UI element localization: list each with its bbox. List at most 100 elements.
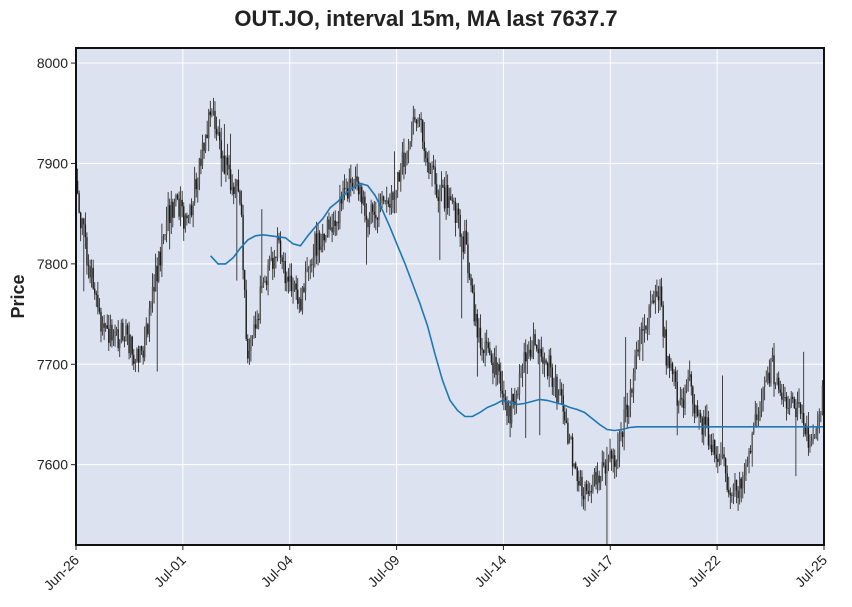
candle-body	[568, 439, 571, 444]
candle-body	[506, 402, 508, 417]
candle-body	[703, 416, 705, 435]
candle-body	[298, 298, 301, 304]
candle-body	[478, 327, 480, 338]
candle-body	[415, 119, 418, 124]
candle-body	[734, 480, 736, 485]
candle-body	[140, 346, 143, 351]
candle-body	[554, 376, 557, 387]
candle-body	[790, 396, 792, 406]
candle-body	[690, 374, 692, 387]
candle-body	[403, 152, 405, 167]
candle-body	[184, 215, 187, 229]
candle-body	[293, 283, 296, 291]
candle-body	[144, 334, 146, 358]
candle-body	[297, 289, 299, 304]
candle-body	[564, 411, 566, 421]
x-tick-label: Jul-09	[364, 552, 402, 590]
candle-body	[187, 215, 190, 219]
candle-body	[646, 324, 649, 330]
candle-body	[145, 324, 147, 335]
candle-body	[528, 349, 530, 354]
candle-body	[100, 311, 102, 332]
candle-body	[153, 287, 155, 292]
candle-body	[203, 142, 205, 151]
candle-body	[671, 363, 674, 375]
candle-body	[248, 350, 251, 359]
candle-body	[243, 270, 246, 291]
candle-body	[590, 491, 593, 492]
candle-body	[735, 480, 738, 491]
candle-body	[328, 219, 330, 230]
candle-body	[289, 275, 291, 282]
candle-body	[317, 232, 319, 256]
plot-frame	[75, 47, 825, 546]
candle-body	[760, 402, 763, 412]
candle-body	[670, 363, 672, 368]
candle-body	[578, 481, 580, 486]
candle-body	[103, 323, 105, 328]
candle-body	[208, 111, 210, 139]
candle-body	[693, 403, 696, 414]
candle-body	[183, 206, 185, 229]
candle-body	[520, 373, 522, 375]
candle-body	[264, 280, 266, 282]
candle-body	[459, 214, 461, 237]
ma-line	[210, 182, 824, 432]
candle-body	[448, 196, 450, 208]
y-tick-label: 8000	[37, 55, 68, 71]
candle-body	[550, 355, 552, 368]
candle-body	[493, 357, 496, 374]
candle-body	[331, 227, 333, 233]
candle-body	[173, 201, 176, 218]
candle-body	[254, 324, 257, 329]
candle-body	[225, 157, 227, 174]
candle-body	[200, 158, 202, 166]
candle-body	[281, 257, 283, 262]
candle-body	[325, 235, 327, 241]
candle-body	[111, 324, 113, 341]
candle-body	[576, 467, 578, 482]
candle-body	[770, 361, 772, 384]
candle-body	[265, 280, 268, 286]
candle-body	[117, 329, 119, 349]
candle-body	[186, 215, 188, 219]
candle-body	[585, 484, 588, 491]
candle-body	[87, 265, 90, 267]
candle-body	[532, 334, 535, 350]
candle-body	[368, 214, 371, 228]
candle-body	[409, 141, 411, 145]
candlestick-series	[75, 97, 825, 545]
candle-body	[465, 230, 468, 245]
candle-body	[439, 190, 441, 201]
candle-body	[114, 331, 116, 337]
candle-body	[706, 417, 708, 425]
candle-body	[685, 385, 688, 392]
y-tick-label: 7700	[37, 356, 68, 372]
candle-body	[412, 117, 415, 133]
candle-body	[367, 220, 369, 228]
candle-body	[226, 157, 229, 165]
candle-body	[164, 234, 166, 236]
candle-body	[599, 478, 602, 483]
candle-body	[421, 120, 424, 142]
moving-average-series	[210, 182, 824, 432]
candle-body	[193, 179, 196, 204]
candle-body	[492, 362, 494, 374]
candle-body	[659, 286, 661, 301]
candle-body	[534, 334, 536, 346]
candle-body	[660, 286, 663, 306]
candle-body	[810, 440, 813, 445]
candle-body	[473, 292, 475, 322]
candle-body	[756, 414, 758, 421]
candle-body	[303, 287, 305, 292]
candle-body	[710, 444, 713, 453]
candle-body	[462, 236, 464, 253]
candle-body	[793, 398, 796, 409]
candle-body	[334, 220, 336, 226]
candle-body	[384, 200, 386, 202]
y-tick-label: 7800	[37, 256, 68, 272]
candle-body	[618, 434, 621, 456]
candle-body	[632, 373, 635, 393]
candle-body	[379, 201, 382, 203]
candle-body	[454, 201, 457, 223]
